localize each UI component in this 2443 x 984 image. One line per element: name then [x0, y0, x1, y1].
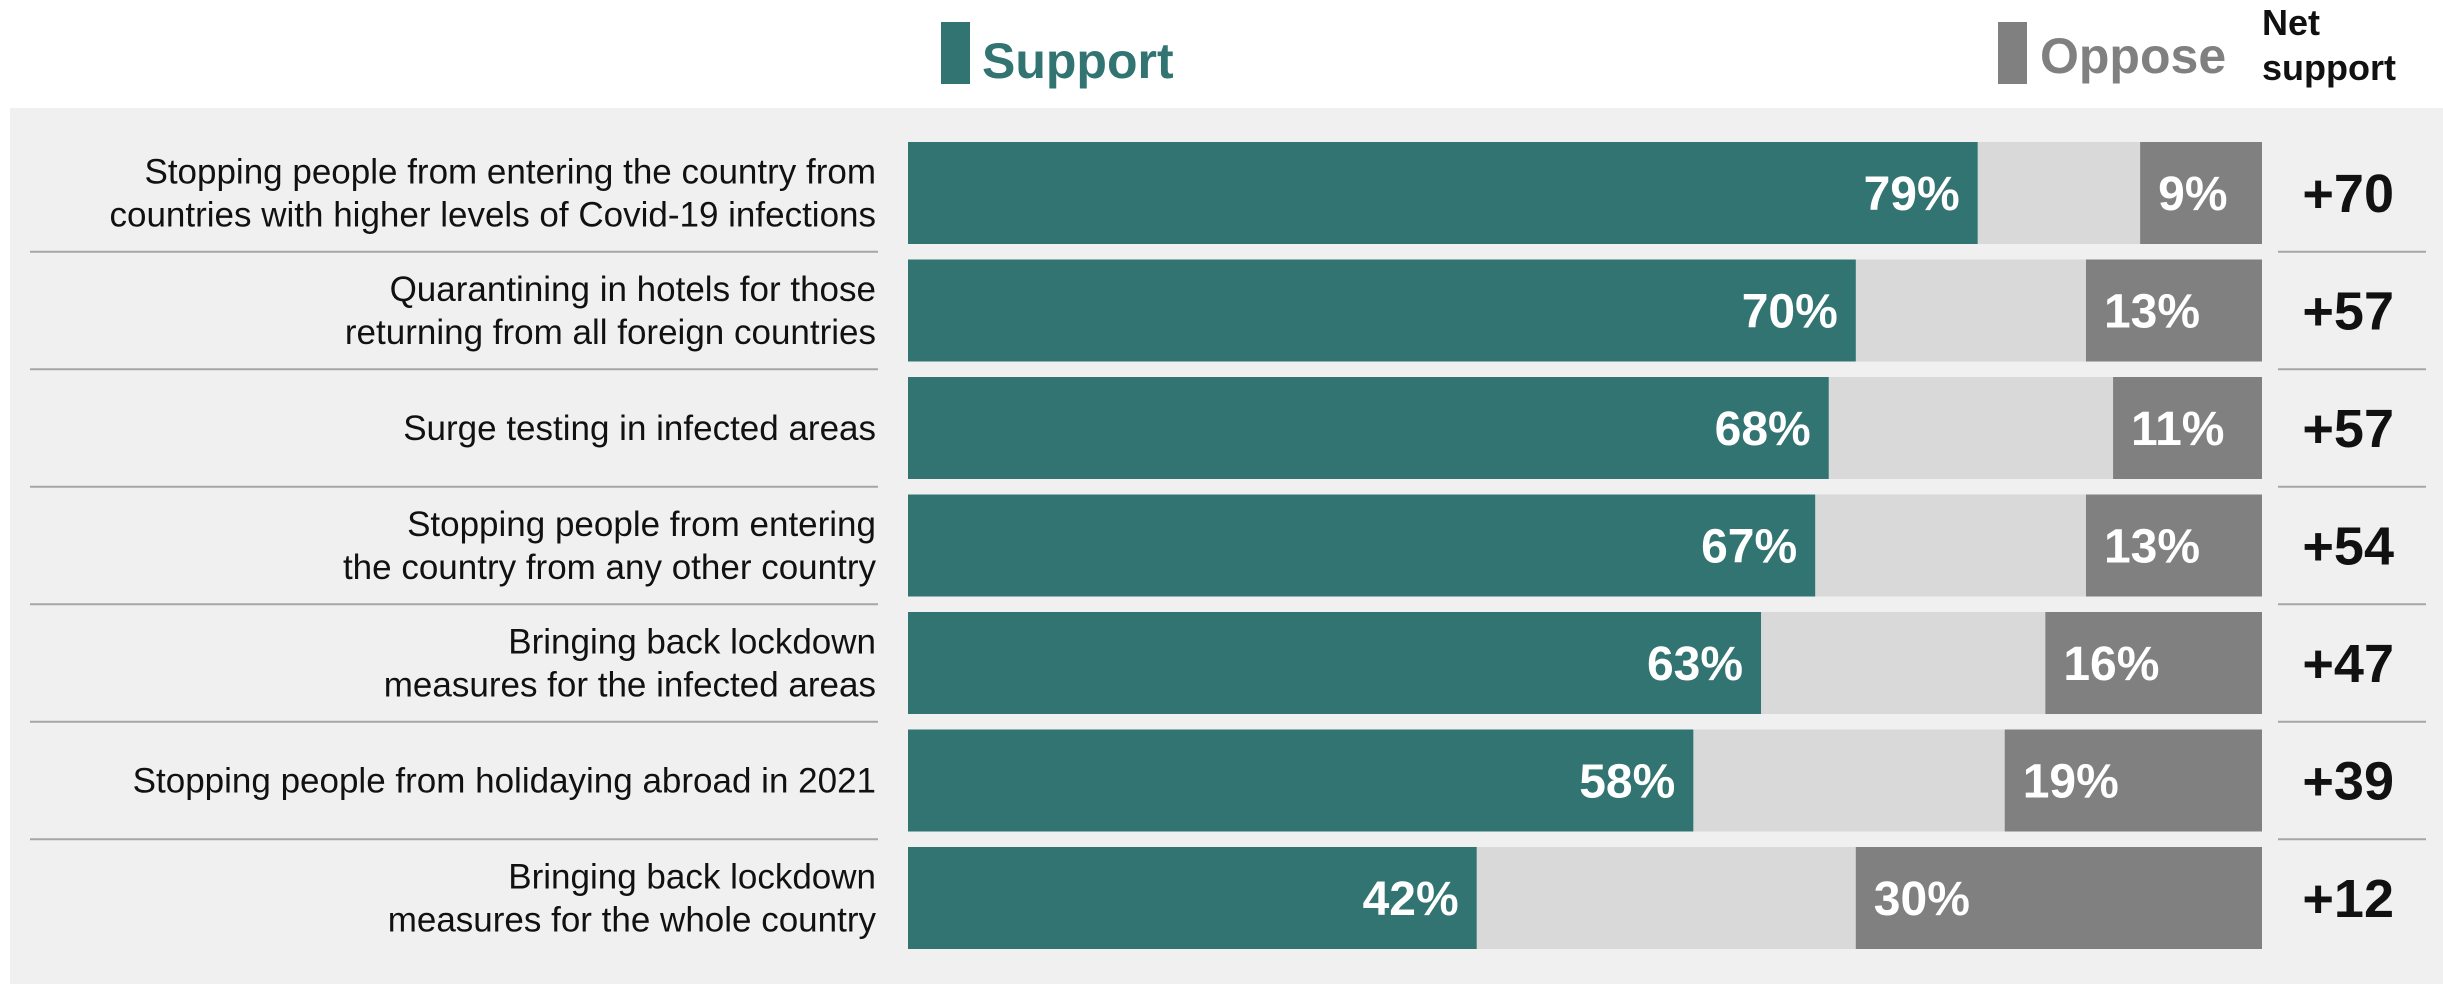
category-label: measures for the infected areas: [384, 666, 876, 705]
oppose-value-label: 13%: [2104, 286, 2200, 339]
legend-oppose-swatch: [1998, 22, 2027, 84]
bar-support: [908, 847, 1477, 949]
net-support-value: +54: [2302, 517, 2394, 577]
net-support-value: +70: [2302, 164, 2394, 224]
net-support-header-line1: Net: [2262, 2, 2320, 43]
bar-support: [908, 259, 1856, 362]
support-value-label: 70%: [1742, 286, 1838, 339]
bar-support: [908, 729, 1694, 832]
category-label: returning from all foreign countries: [345, 313, 876, 352]
bar-support: [908, 142, 1978, 244]
net-support-value: +39: [2302, 752, 2394, 812]
category-label: Bringing back lockdown: [508, 858, 876, 897]
bar-support: [908, 494, 1816, 597]
net-support-value: +57: [2302, 399, 2394, 459]
category-label: Bringing back lockdown: [508, 623, 876, 662]
bar-oppose: [1855, 847, 2262, 949]
bar-oppose: [2113, 377, 2262, 479]
net-support-value: +47: [2302, 634, 2394, 694]
chart-rows: 79% 9% +70 Stopping people from entering th…: [30, 142, 2426, 949]
net-support-header-line2: support: [2262, 47, 2396, 88]
support-value-label: 79%: [1864, 168, 1960, 221]
bar-oppose: [2045, 612, 2262, 714]
category-label: the country from any other country: [343, 548, 877, 587]
support-value-label: 68%: [1715, 403, 1811, 456]
net-support-value: +12: [2302, 869, 2394, 929]
category-label: Stopping people from entering the countr…: [144, 153, 876, 192]
legend-support-label: Support: [982, 33, 1174, 89]
support-value-label: 63%: [1647, 638, 1743, 691]
oppose-value-label: 11%: [2131, 403, 2224, 456]
bar-oppose: [2085, 259, 2262, 362]
oppose-value-label: 30%: [1874, 873, 1970, 926]
bar-oppose: [2085, 494, 2262, 597]
oppose-value-label: 16%: [2063, 638, 2159, 691]
legend-oppose-label: Oppose: [2040, 28, 2226, 84]
category-label: Quarantining in hotels for those: [390, 270, 876, 309]
bar-support: [908, 377, 1829, 479]
legend: Support Oppose Net support: [941, 2, 2396, 89]
support-value-label: 42%: [1363, 873, 1459, 926]
legend-support-swatch: [941, 22, 970, 84]
oppose-value-label: 9%: [2158, 168, 2227, 221]
oppose-value-label: 19%: [2023, 756, 2119, 809]
support-value-label: 58%: [1579, 756, 1675, 809]
category-label: Stopping people from entering: [407, 505, 876, 544]
support-value-label: 67%: [1701, 521, 1797, 574]
bar-oppose: [2004, 729, 2262, 832]
bar-oppose: [2140, 142, 2262, 244]
category-label: Stopping people from holidaying abroad i…: [133, 762, 876, 801]
oppose-value-label: 13%: [2104, 521, 2200, 574]
net-support-value: +57: [2302, 282, 2394, 342]
category-label: countries with higher levels of Covid-19…: [110, 196, 877, 235]
category-label: measures for the whole country: [388, 901, 877, 940]
category-label: Surge testing in infected areas: [403, 409, 876, 448]
bar-support: [908, 612, 1762, 714]
